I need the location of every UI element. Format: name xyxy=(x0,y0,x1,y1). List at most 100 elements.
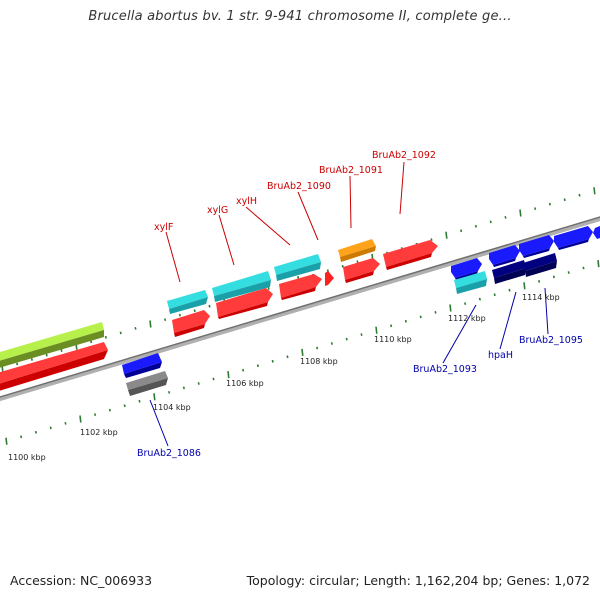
gene-feature-red-xylF[interactable] xyxy=(172,310,210,337)
gene-feature-lime[interactable] xyxy=(0,322,104,370)
topology-stats-text: Topology: circular; Length: 1,162,204 bp… xyxy=(246,573,590,588)
gene-feature-red-xylG[interactable] xyxy=(216,288,273,319)
gene-feature-cyan-1093[interactable] xyxy=(454,271,487,294)
tick-minor xyxy=(548,202,551,206)
gene-feature-cyan-xylG[interactable] xyxy=(212,271,271,302)
tick-minor xyxy=(552,275,555,279)
tick-minor xyxy=(341,264,344,268)
tick-minor xyxy=(123,404,126,408)
forward-features xyxy=(0,239,438,396)
tick-minor xyxy=(49,426,52,430)
tick-major xyxy=(153,393,156,401)
tick-track-dots xyxy=(16,193,585,439)
gene-label-BruAb2_1092: BruAb2_1092 xyxy=(372,150,436,161)
tick-minor xyxy=(267,287,270,290)
map-title: Brucella abortus bv. 1 str. 9-941 chromo… xyxy=(88,9,512,24)
gene-label-BruAb2_1086: BruAb2_1086 xyxy=(137,448,201,459)
gene-feature-blue-edge[interactable] xyxy=(593,226,600,239)
tick-minor xyxy=(104,335,107,339)
tick-minor xyxy=(360,333,363,336)
tick-minor xyxy=(208,304,211,308)
tick-label: 1114 kbp xyxy=(522,293,560,302)
tick-minor xyxy=(316,346,319,350)
tick-minor xyxy=(563,198,566,202)
tick-minor xyxy=(138,399,141,403)
tick-minor xyxy=(434,311,437,314)
tick-minor xyxy=(464,302,467,305)
tick-major xyxy=(79,415,82,423)
tick-minor xyxy=(94,413,97,416)
forward-gene-labels: xylF xylG xylH BruAb2_1090 BruAb2_1091 B… xyxy=(154,150,436,233)
tick-minor xyxy=(330,342,333,345)
tick-minor xyxy=(30,358,33,361)
tick-label: 1102 kbp xyxy=(80,428,118,437)
tick-label: 1100 kbp xyxy=(8,453,46,462)
gene-feature-navy-hpaH[interactable] xyxy=(492,260,526,284)
gene-feature-red-1092[interactable] xyxy=(383,240,438,270)
gene-feature-red-xylH[interactable] xyxy=(279,274,322,300)
tick-minor xyxy=(390,324,393,328)
tick-minor xyxy=(119,331,122,335)
tick-label: 1110 kbp xyxy=(374,335,412,344)
gene-label-xylG: xylG xyxy=(207,205,228,216)
gene-label-hpaH: hpaH xyxy=(488,350,513,361)
gene-feature-cyan-xylH[interactable] xyxy=(274,254,321,281)
tick-minor xyxy=(582,266,585,270)
gene-feature-red-1091[interactable] xyxy=(343,258,380,283)
tick-major xyxy=(149,320,152,328)
gene-feature-orange-1091[interactable] xyxy=(338,239,376,262)
tick-minor xyxy=(45,353,48,357)
tick-minor xyxy=(534,207,537,210)
tick-minor xyxy=(212,377,215,381)
tick-minor xyxy=(493,293,496,297)
tick-label: 1108 kbp xyxy=(300,357,338,366)
tick-minor xyxy=(508,288,511,292)
gene-feature-red-1090[interactable] xyxy=(325,271,334,286)
tick-minor xyxy=(578,193,581,197)
tick-minor xyxy=(538,280,541,283)
tick-minor xyxy=(271,359,274,363)
gene-feature-blue-1095-a[interactable] xyxy=(519,235,554,258)
reverse-features xyxy=(451,226,600,294)
gene-feature-blue-1093[interactable] xyxy=(451,258,482,280)
gene-label-BruAb2_1091: BruAb2_1091 xyxy=(319,165,383,176)
tick-minor xyxy=(193,309,196,313)
tick-minor xyxy=(168,391,171,394)
gene-feature-gray-1086[interactable] xyxy=(126,371,168,396)
tick-major xyxy=(375,326,378,334)
tick-labels: 1100 kbp 1102 kbp 1104 kbp 1106 kbp 1108… xyxy=(8,293,560,462)
backbone xyxy=(0,216,600,402)
tick-minor xyxy=(108,408,111,412)
tick-minor xyxy=(20,435,23,439)
reverse-gene-labels: BruAb2_1086 BruAb2_1093 hpaH BruAb2_1095 xyxy=(137,335,583,459)
tick-major xyxy=(597,260,600,268)
tick-minor xyxy=(134,327,137,330)
tick-minor xyxy=(90,340,93,344)
tick-label: 1104 kbp xyxy=(153,403,191,412)
tick-minor xyxy=(16,362,19,366)
tick-minor xyxy=(567,271,570,274)
tick-minor xyxy=(504,216,507,219)
tick-minor xyxy=(64,422,67,425)
tick-minor xyxy=(404,319,407,323)
tick-major xyxy=(449,304,452,312)
gene-feature-cyan-xylF[interactable] xyxy=(167,290,208,314)
tick-major xyxy=(301,348,304,356)
gene-feature-blue-1095-b[interactable] xyxy=(554,226,593,250)
tick-major xyxy=(519,209,522,217)
gene-feature-blue-hpaH-a[interactable] xyxy=(489,245,520,267)
tick-minor xyxy=(34,430,37,434)
tick-minor xyxy=(164,318,167,321)
tick-label: 1112 kbp xyxy=(448,314,486,323)
gene-feature-red-left[interactable] xyxy=(0,342,108,393)
gene-feature-navy-1095[interactable] xyxy=(523,253,557,277)
tick-minor xyxy=(286,355,289,359)
gene-feature-blue-1086[interactable] xyxy=(122,353,162,378)
tick-minor xyxy=(60,349,63,352)
gene-label-xylF: xylF xyxy=(154,222,173,233)
tick-minor xyxy=(460,229,463,233)
tick-minor xyxy=(242,368,245,372)
tick-minor xyxy=(478,297,481,301)
tick-label: 1106 kbp xyxy=(226,379,264,388)
